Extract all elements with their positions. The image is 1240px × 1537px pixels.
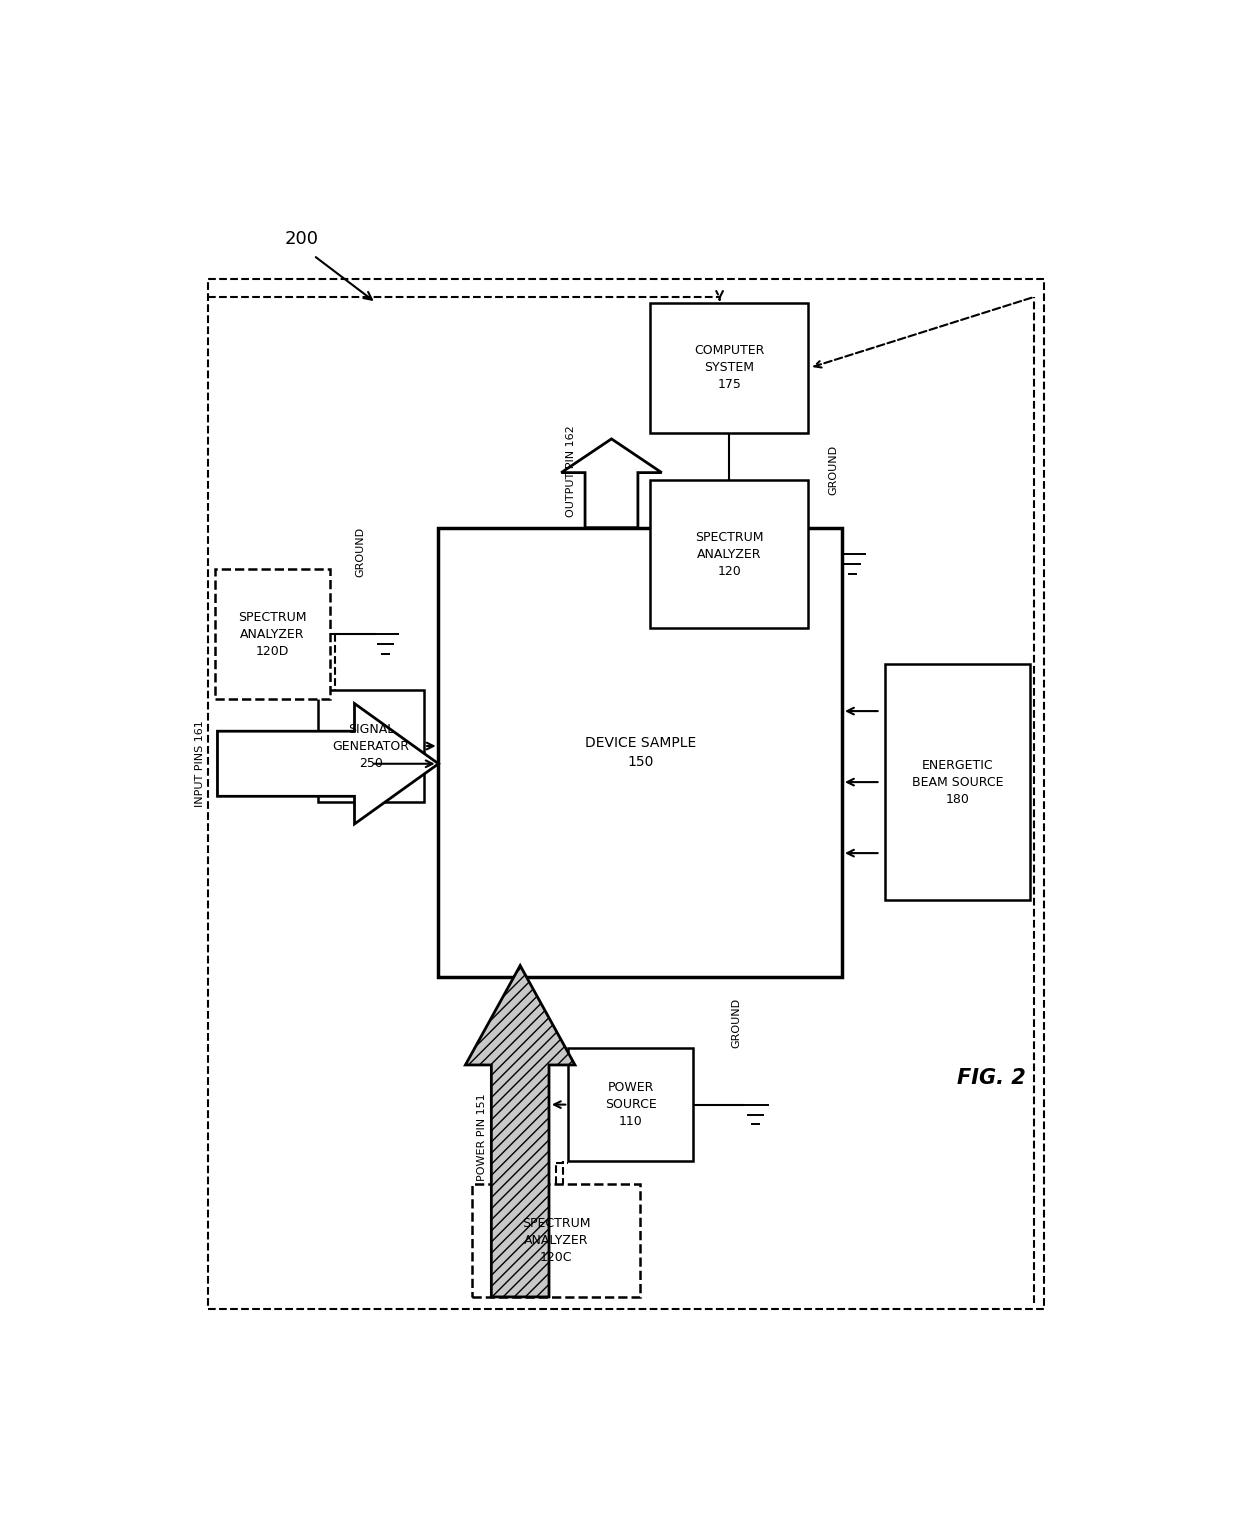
- FancyBboxPatch shape: [568, 1048, 693, 1160]
- Text: SPECTRUM
ANALYZER
120C: SPECTRUM ANALYZER 120C: [522, 1217, 590, 1265]
- Text: SIGNAL
GENERATOR
250: SIGNAL GENERATOR 250: [332, 722, 409, 770]
- FancyBboxPatch shape: [472, 1185, 640, 1297]
- FancyBboxPatch shape: [650, 480, 808, 629]
- Text: ENERGETIC
BEAM SOURCE
180: ENERGETIC BEAM SOURCE 180: [911, 759, 1003, 805]
- Text: GROUND: GROUND: [356, 527, 366, 578]
- Text: GROUND: GROUND: [828, 446, 838, 495]
- Text: SPECTRUM
ANALYZER
120: SPECTRUM ANALYZER 120: [694, 530, 764, 578]
- Text: POWER PIN 151: POWER PIN 151: [476, 1093, 487, 1180]
- Text: POWER
SOURCE
110: POWER SOURCE 110: [605, 1081, 656, 1128]
- Text: 200: 200: [285, 229, 319, 247]
- Polygon shape: [562, 440, 662, 527]
- Text: GROUND: GROUND: [732, 998, 742, 1048]
- FancyBboxPatch shape: [439, 527, 842, 978]
- FancyBboxPatch shape: [650, 303, 808, 433]
- Text: SPECTRUM
ANALYZER
120D: SPECTRUM ANALYZER 120D: [238, 610, 306, 658]
- Polygon shape: [465, 965, 575, 1297]
- Polygon shape: [217, 704, 439, 824]
- FancyBboxPatch shape: [885, 664, 1029, 901]
- FancyBboxPatch shape: [319, 690, 424, 802]
- Text: FIG. 2: FIG. 2: [957, 1068, 1025, 1088]
- Text: OUTPUT PIN 162: OUTPUT PIN 162: [567, 426, 577, 518]
- FancyBboxPatch shape: [215, 569, 330, 699]
- Text: INPUT PINS 161: INPUT PINS 161: [195, 721, 205, 807]
- Text: DEVICE SAMPLE
150: DEVICE SAMPLE 150: [585, 736, 696, 768]
- Text: COMPUTER
SYSTEM
175: COMPUTER SYSTEM 175: [694, 344, 764, 392]
